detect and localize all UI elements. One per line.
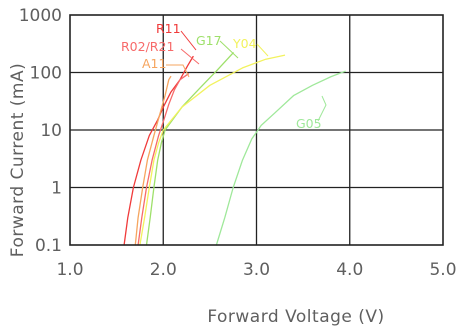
x-tick-label: 1.0 [56,260,83,280]
series-line-r02-r21 [137,73,190,246]
series-label-y04: Y04 [232,36,257,51]
series-label-r11: R11 [156,21,181,36]
x-axis-title: Forward Voltage (V) [207,307,384,327]
series-label-r02-r21: R02/R21 [121,39,174,54]
series-layer [123,52,346,246]
leader-line-r02-r21 [180,48,200,65]
series-label-g05: G05 [296,116,322,131]
series-line-g05 [215,70,346,246]
y-axis-title: Forward Current (mA) [8,63,28,257]
x-axis-tick-labels: 1.0 2.0 3.0 4.0 5.0 [56,260,456,280]
series-line-g17 [145,52,234,246]
x-tick-label: 5.0 [429,260,456,280]
y-tick-label: 0.1 [35,236,62,256]
series-label-a11: A11 [142,56,166,71]
y-tick-label: 1000 [19,6,62,26]
leader-line-g05 [317,95,327,122]
plot-frame [69,14,444,246]
y-axis-tick-labels: 0.1 1 10 100 1000 [19,6,62,256]
series-label-layer: R11 R02/R21 A11 G17 Y04 G05 [121,21,327,131]
leader-line-g17 [219,40,239,59]
grid [70,15,443,245]
x-tick-label: 4.0 [336,260,363,280]
leader-line-a11 [166,64,190,78]
series-line-a11 [134,75,172,246]
leader-line-r11 [180,30,197,51]
leader-line-y04 [256,43,269,57]
series-line-r11 [123,55,194,246]
series-line-y04 [139,54,286,246]
y-tick-label: 10 [40,121,62,141]
series-label-g17: G17 [196,33,222,48]
x-tick-label: 2.0 [150,260,177,280]
y-tick-label: 100 [30,64,62,84]
x-tick-label: 3.0 [243,260,270,280]
y-tick-label: 1 [51,179,62,199]
